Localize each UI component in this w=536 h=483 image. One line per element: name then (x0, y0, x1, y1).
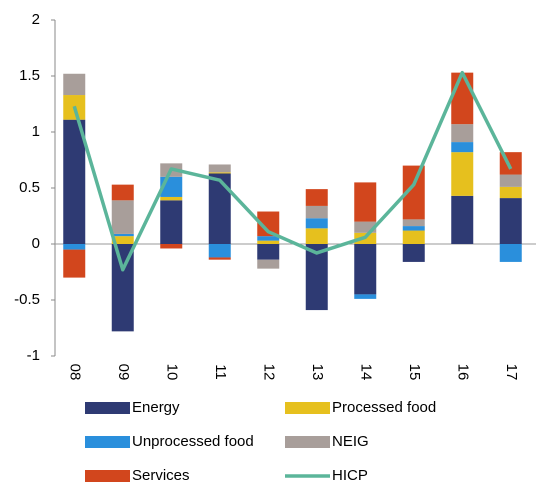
x-tick-label: 14 (357, 364, 374, 381)
bar-segment (111, 200, 134, 234)
legend-label: Services (132, 467, 190, 483)
bar-segment (451, 152, 474, 196)
bar-segment (208, 173, 231, 244)
bar-segment (160, 196, 183, 201)
x-tick-label: 15 (406, 364, 423, 381)
bar-segment (208, 172, 231, 174)
x-tick-label: 17 (503, 364, 520, 381)
bar-segment (499, 198, 522, 244)
bar-segment (354, 294, 377, 299)
bar-segment (451, 72, 474, 125)
legend-label: Processed food (332, 399, 436, 416)
bar-segment (402, 226, 425, 231)
bar-segment (257, 259, 280, 269)
bar-segment (305, 228, 328, 244)
y-tick-label: 2 (32, 11, 40, 28)
bar-segment (499, 174, 522, 187)
legend-label: Unprocessed food (132, 433, 254, 450)
y-tick-label: 1.5 (19, 67, 40, 84)
bar-segment (451, 124, 474, 143)
bar-segment (305, 189, 328, 206)
y-tick-label: -0.5 (14, 291, 40, 308)
bar-segment (451, 142, 474, 153)
bar-segment (63, 249, 86, 278)
y-tick-label: 0.5 (19, 179, 40, 196)
bar-segment (111, 244, 134, 332)
line-series (72, 70, 513, 272)
legend-label: HICP (332, 467, 368, 483)
legend-swatch (85, 402, 130, 414)
bar-segment (63, 73, 86, 96)
y-tick-label: 0 (32, 235, 40, 252)
bar-segment (305, 205, 328, 219)
bar-segment (402, 219, 425, 227)
x-tick-label: 13 (309, 364, 326, 381)
bar-segment (499, 186, 522, 199)
legend-swatch (85, 470, 130, 482)
x-tick-label: 09 (115, 364, 132, 381)
bar-segment (160, 244, 183, 249)
bar-segment (305, 218, 328, 229)
bar-segment (111, 236, 134, 244)
bar-segment (111, 184, 134, 201)
bar-segment (111, 233, 134, 237)
x-tick-label: 11 (212, 364, 229, 380)
y-tick-label: 1 (32, 123, 40, 140)
bar-segment (305, 244, 328, 311)
bar-segment (402, 230, 425, 244)
bar-segment (402, 244, 425, 262)
bar-segment (499, 244, 522, 262)
bar-segment (257, 211, 280, 237)
legend-swatch (285, 436, 330, 448)
bar-segment (402, 165, 425, 220)
legend-swatch (85, 436, 130, 448)
bar-segment (208, 164, 231, 173)
bar-segment (257, 236, 280, 241)
bar-segment (354, 182, 377, 222)
legend-label: Energy (132, 399, 180, 416)
x-tick-label: 08 (66, 364, 83, 381)
bar-segment (208, 257, 231, 260)
bar-segment (208, 244, 231, 258)
x-tick-label: 16 (454, 364, 471, 381)
y-tick-label: -1 (27, 347, 40, 364)
bar-segment (354, 221, 377, 233)
bar-segment (63, 119, 86, 244)
bar-segment (257, 240, 280, 244)
bar-segment (451, 195, 474, 244)
x-tick-label: 12 (260, 364, 277, 381)
bar-segment (354, 244, 377, 295)
bar-segment (160, 200, 183, 244)
bar-segment (257, 244, 280, 260)
legend-swatch (285, 402, 330, 414)
bar-segment (63, 244, 86, 250)
x-tick-label: 10 (163, 364, 180, 381)
legend-label: NEIG (332, 433, 369, 450)
